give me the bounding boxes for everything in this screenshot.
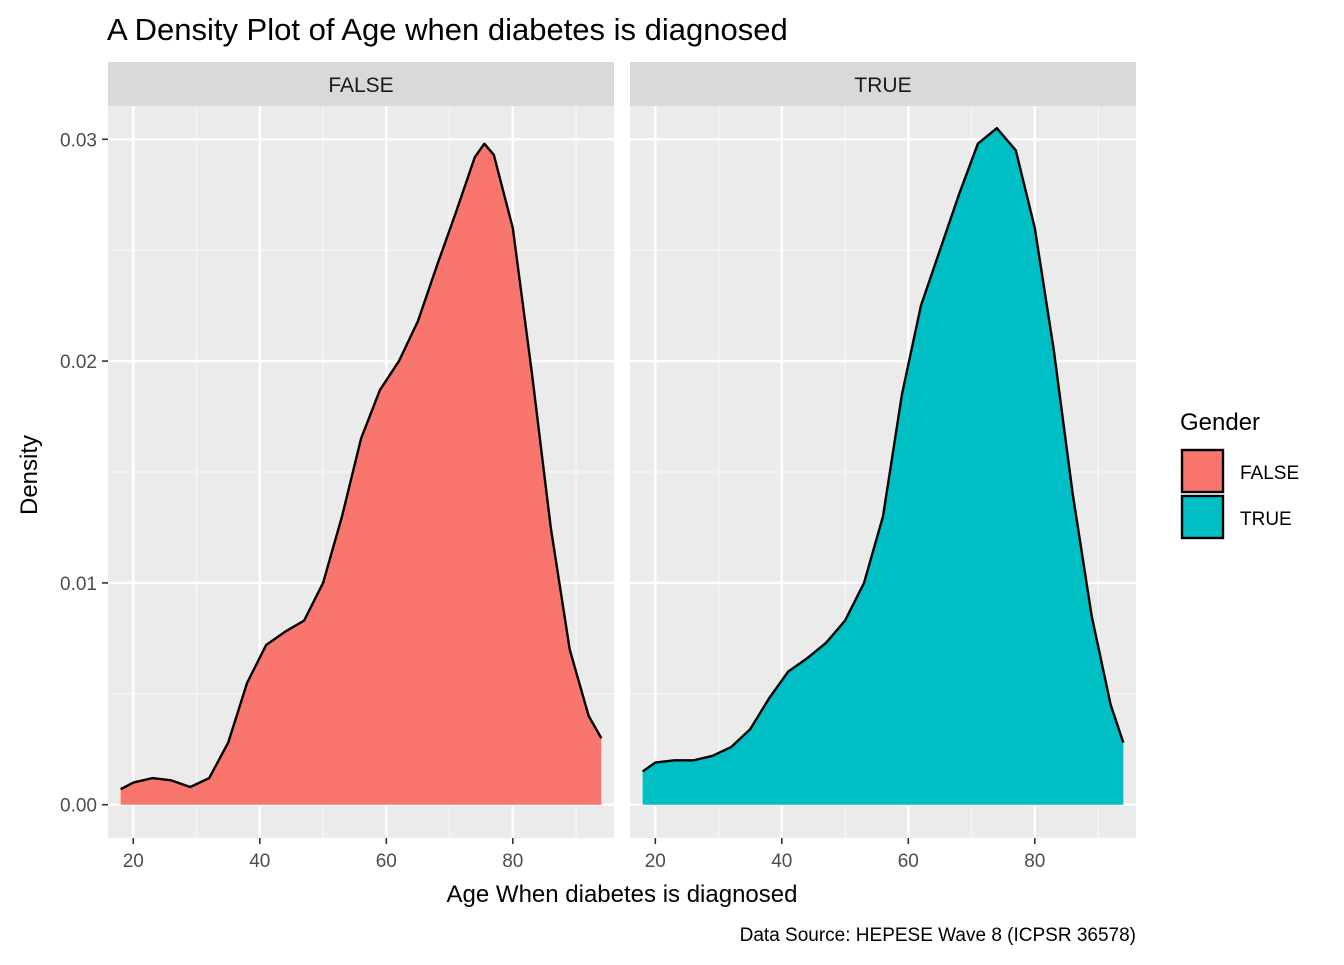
facet-panels: FALSE 20 40 60 80 0.00 0.01 0.02 0.03 TRUE 20 40 60 8… <box>60 62 1136 872</box>
x-tick-label: 40 <box>771 851 792 872</box>
legend: Gender FALSE TRUE <box>1180 409 1299 540</box>
y-tick-label: 0.02 <box>60 352 97 373</box>
x-tick-label: 40 <box>249 851 270 872</box>
x-tick-label: 60 <box>376 851 397 872</box>
facet-strip <box>630 62 1136 106</box>
x-tick-label: 80 <box>502 851 523 872</box>
y-tick-label: 0.03 <box>60 130 97 151</box>
legend-title: Gender <box>1180 409 1260 436</box>
legend-entries: FALSE TRUE <box>1180 448 1299 540</box>
y-axis-title: Density <box>16 435 43 515</box>
legend-key-true <box>1180 494 1225 540</box>
x-tick-label: 60 <box>898 851 919 872</box>
density-curve <box>120 142 603 791</box>
legend-key-false <box>1180 448 1225 494</box>
y-tick-label: 0.01 <box>60 574 97 595</box>
y-tick-label: 0.00 <box>60 796 97 817</box>
panel-false: FALSE 20 40 60 80 0.00 0.01 0.02 0.03 <box>60 62 614 872</box>
x-tick-label: 20 <box>123 851 144 872</box>
panel-true: TRUE 20 40 60 80 <box>630 62 1136 872</box>
chart-title: A Density Plot of Age when diabetes is d… <box>107 12 788 47</box>
facet-strip-label: TRUE <box>854 74 911 97</box>
x-tick-label: 80 <box>1024 851 1045 872</box>
legend-label-false: FALSE <box>1240 463 1299 484</box>
facet-strip-label: FALSE <box>328 74 393 97</box>
data-source-caption: Data Source: HEPESE Wave 8 (ICPSR 36578) <box>740 925 1136 946</box>
density-curve <box>641 126 1125 773</box>
legend-label-true: TRUE <box>1240 509 1292 530</box>
x-tick-label: 20 <box>645 851 666 872</box>
density-area <box>120 143 602 805</box>
density-area <box>642 128 1124 805</box>
x-axis-title: Age When diabetes is diagnosed <box>447 881 798 908</box>
facet-strip <box>108 62 614 106</box>
